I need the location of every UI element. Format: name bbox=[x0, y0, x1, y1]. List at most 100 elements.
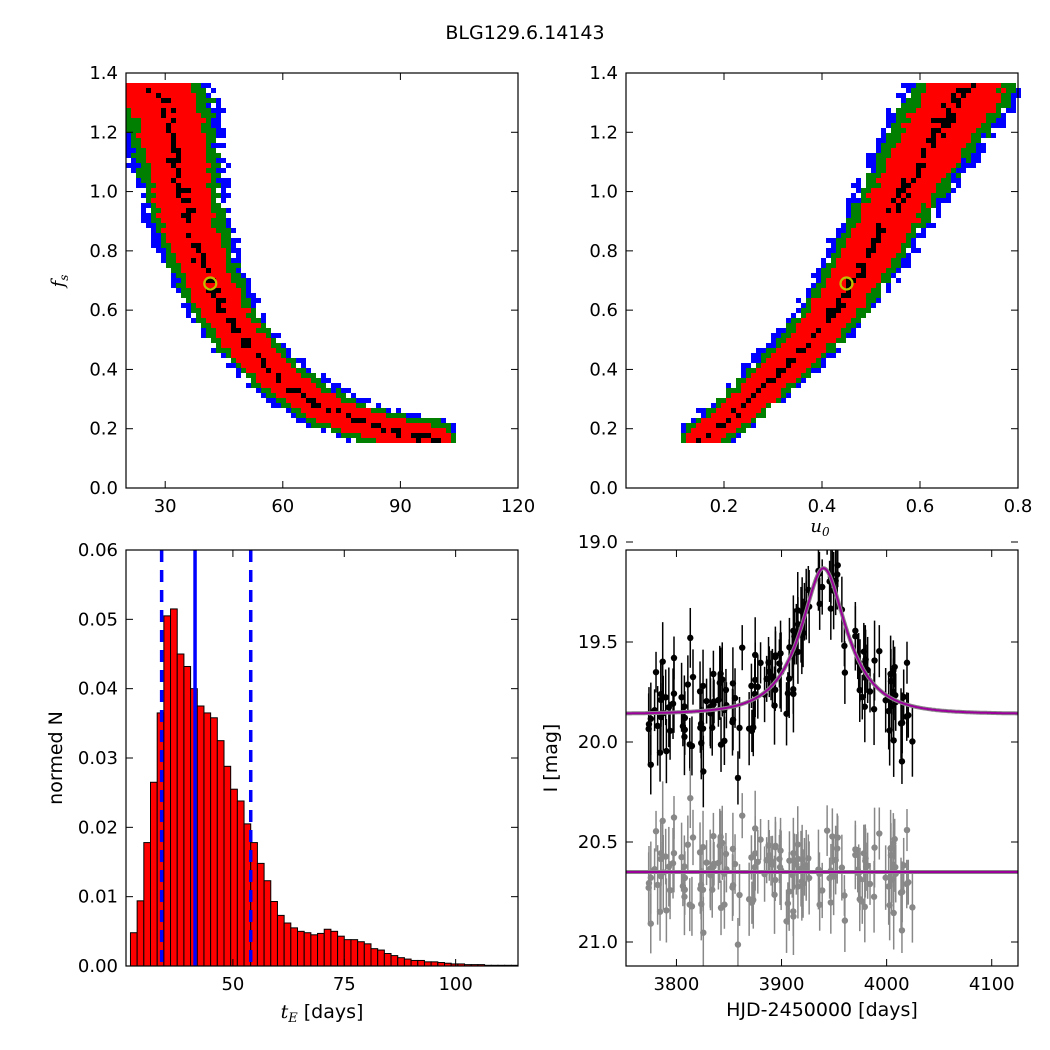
heatmap-cell bbox=[201, 123, 206, 128]
heatmap-cell bbox=[196, 178, 201, 183]
heatmap-cell bbox=[191, 198, 196, 203]
heatmap-cell bbox=[896, 223, 901, 228]
data-point bbox=[831, 550, 833, 551]
heatmap-cell bbox=[161, 168, 166, 173]
heatmap-cell bbox=[161, 238, 166, 243]
x-tick-label: 100 bbox=[438, 974, 472, 995]
heatmap-cell bbox=[216, 343, 221, 348]
heatmap-cell bbox=[156, 223, 161, 228]
heatmap-cell bbox=[996, 88, 1001, 93]
heatmap-cell bbox=[931, 83, 936, 88]
heatmap-cell bbox=[136, 88, 141, 93]
heatmap-cell bbox=[821, 333, 826, 338]
heatmap-cell bbox=[211, 153, 216, 158]
heatmap-cell bbox=[931, 118, 936, 123]
heatmap-cell bbox=[186, 178, 191, 183]
x-tick-label: 0.6 bbox=[906, 496, 935, 517]
heatmap-cell bbox=[161, 213, 166, 218]
heatmap-cell bbox=[936, 163, 941, 168]
heatmap-cell bbox=[201, 118, 206, 123]
heatmap-cell bbox=[266, 368, 271, 373]
heatmap-cell bbox=[171, 213, 176, 218]
heatmap-cell bbox=[801, 358, 806, 363]
heatmap-cell bbox=[841, 313, 846, 318]
heatmap-cell bbox=[341, 388, 346, 393]
heatmap-cell bbox=[211, 228, 216, 233]
heatmap-cell bbox=[811, 313, 816, 318]
heatmap-cell bbox=[291, 358, 296, 363]
heatmap-cell bbox=[226, 343, 231, 348]
heatmap-cell bbox=[866, 193, 871, 198]
heatmap-cell bbox=[916, 208, 921, 213]
heatmap-cell bbox=[781, 393, 786, 398]
heatmap-cell bbox=[871, 178, 876, 183]
heatmap-cell bbox=[346, 423, 351, 428]
heatmap-cell bbox=[881, 223, 886, 228]
heatmap-cell bbox=[211, 328, 216, 333]
heatmap-cell bbox=[1011, 108, 1016, 113]
heatmap-cell bbox=[861, 238, 866, 243]
heatmap-cell bbox=[856, 213, 861, 218]
heatmap-cell bbox=[206, 123, 211, 128]
heatmap-cell bbox=[246, 358, 251, 363]
heatmap-cell bbox=[871, 258, 876, 263]
heatmap-cell bbox=[381, 423, 386, 428]
residual-point bbox=[899, 888, 906, 896]
heatmap-cell bbox=[861, 188, 866, 193]
heatmap-cell bbox=[921, 98, 926, 103]
heatmap-cell bbox=[366, 398, 371, 403]
heatmap-cell bbox=[301, 368, 306, 373]
heatmap-cell bbox=[241, 348, 246, 353]
heatmap-cell bbox=[996, 108, 1001, 113]
heatmap-cell bbox=[301, 358, 306, 363]
heatmap-cell bbox=[276, 388, 281, 393]
heatmap-cell bbox=[761, 358, 766, 363]
heatmap-cell bbox=[736, 383, 741, 388]
heatmap-cell bbox=[211, 348, 216, 353]
heatmap-cell bbox=[321, 393, 326, 398]
heatmap-cell bbox=[896, 218, 901, 223]
heatmap-cell bbox=[171, 168, 176, 173]
heatmap-cell bbox=[846, 278, 851, 283]
heatmap-cell bbox=[941, 98, 946, 103]
heatmap-cell bbox=[171, 83, 176, 88]
heatmap-cell bbox=[206, 178, 211, 183]
y-tick-label: 0.2 bbox=[589, 419, 618, 440]
heatmap-cell bbox=[206, 83, 211, 88]
heatmap-cell bbox=[156, 228, 161, 233]
heatmap-cell bbox=[686, 438, 691, 443]
heatmap-cell bbox=[851, 328, 856, 333]
heatmap-cell bbox=[841, 318, 846, 323]
heatmap-cell bbox=[876, 238, 881, 243]
heatmap-cell bbox=[196, 273, 201, 278]
heatmap-cell bbox=[226, 228, 231, 233]
x-tick-label: 30 bbox=[154, 496, 177, 517]
histogram-bar bbox=[230, 788, 238, 967]
heatmap-cell bbox=[706, 433, 711, 438]
heatmap-cell bbox=[906, 173, 911, 178]
heatmap-cell bbox=[696, 428, 701, 433]
heatmap-cell bbox=[186, 203, 191, 208]
residual-point bbox=[866, 880, 874, 888]
heatmap-cell bbox=[251, 298, 256, 303]
heatmap-cell bbox=[806, 288, 811, 293]
heatmap-cell bbox=[966, 93, 971, 98]
heatmap-cell bbox=[296, 368, 301, 373]
heatmap-cell bbox=[891, 163, 896, 168]
heatmap-cell bbox=[266, 338, 271, 343]
heatmap-cell bbox=[171, 113, 176, 118]
heatmap-cell bbox=[241, 278, 246, 283]
histogram-bar bbox=[256, 862, 265, 967]
heatmap-cell bbox=[231, 358, 236, 363]
heatmap-cell bbox=[201, 188, 206, 193]
heatmap-cell bbox=[171, 173, 176, 178]
heatmap-cell bbox=[821, 308, 826, 313]
residual-point bbox=[832, 856, 839, 864]
heatmap-cell bbox=[971, 88, 976, 93]
heatmap-cell bbox=[706, 418, 711, 423]
heatmap-cell bbox=[141, 98, 146, 103]
panel-te-histogram: 50 75 1000.000.010.020.030.040.050.06norme… bbox=[45, 540, 519, 1026]
heatmap-cell bbox=[991, 118, 996, 123]
heatmap-cell bbox=[311, 418, 316, 423]
heatmap-cell bbox=[336, 403, 341, 408]
